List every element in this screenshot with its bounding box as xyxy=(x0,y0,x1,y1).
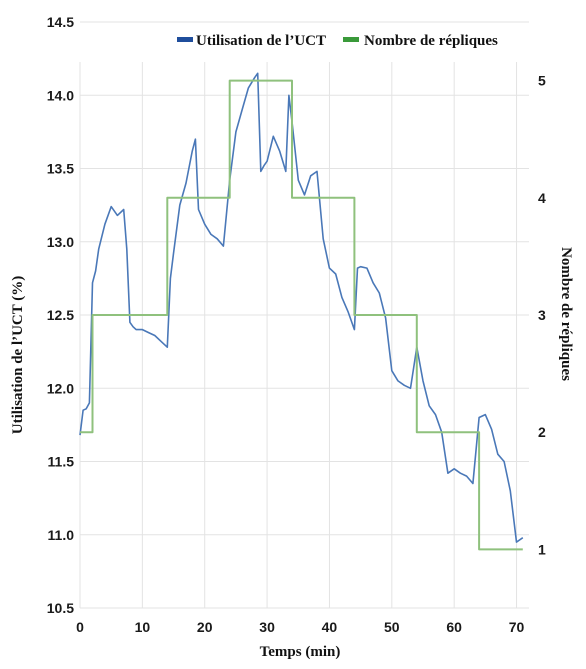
left-axis-ticks: 10.5 11.0 11.5 12.0 12.5 13.0 13.5 14.0 14.5 xyxy=(47,14,74,616)
x-tick-label: 0 xyxy=(76,619,84,635)
y-left-tick-label: 13.5 xyxy=(47,161,74,177)
left-axis-title: Utilisation de l’UCT (%) xyxy=(10,276,26,434)
legend-label-replicas: Nombre de répliques xyxy=(364,33,498,49)
x-tick-label: 40 xyxy=(322,619,338,635)
y-right-tick-label: 4 xyxy=(538,190,546,206)
x-tick-label: 10 xyxy=(135,619,151,635)
plot-area xyxy=(79,72,524,551)
legend-swatch-cpu xyxy=(177,37,193,42)
y-right-tick-label: 5 xyxy=(538,73,546,89)
x-tick-label: 70 xyxy=(509,619,525,635)
y-left-tick-label: 14.5 xyxy=(47,14,74,30)
x-tick-label: 30 xyxy=(259,619,275,635)
gridlines xyxy=(79,21,529,609)
x-axis-title: Temps (min) xyxy=(260,644,341,660)
x-axis-ticks: 0 10 20 30 40 50 60 70 xyxy=(76,619,524,635)
x-tick-label: 50 xyxy=(384,619,400,635)
y-left-tick-label: 11.5 xyxy=(48,454,75,470)
series-line-cpu xyxy=(79,72,524,543)
x-tick-label: 20 xyxy=(197,619,213,635)
y-left-tick-label: 10.5 xyxy=(47,600,74,616)
x-tick-label: 60 xyxy=(446,619,462,635)
y-right-tick-label: 1 xyxy=(538,541,546,557)
right-axis-title: Nombre de répliques xyxy=(558,247,574,381)
y-left-tick-label: 14.0 xyxy=(47,87,74,103)
legend-swatch-replicas xyxy=(343,37,359,42)
legend-label-cpu: Utilisation de l’UCT xyxy=(196,33,326,49)
y-right-tick-label: 2 xyxy=(538,424,546,440)
y-right-tick-label: 3 xyxy=(538,307,546,323)
y-left-tick-label: 11.0 xyxy=(48,527,75,543)
y-left-tick-label: 12.5 xyxy=(47,307,74,323)
right-axis-ticks: 1 2 3 4 5 xyxy=(538,73,546,558)
legend: Utilisation de l’UCT Nombre de répliques xyxy=(177,33,498,49)
series-line-replicas xyxy=(80,79,523,551)
y-left-tick-label: 12.0 xyxy=(47,380,74,396)
y-left-tick-label: 13.0 xyxy=(47,234,74,250)
